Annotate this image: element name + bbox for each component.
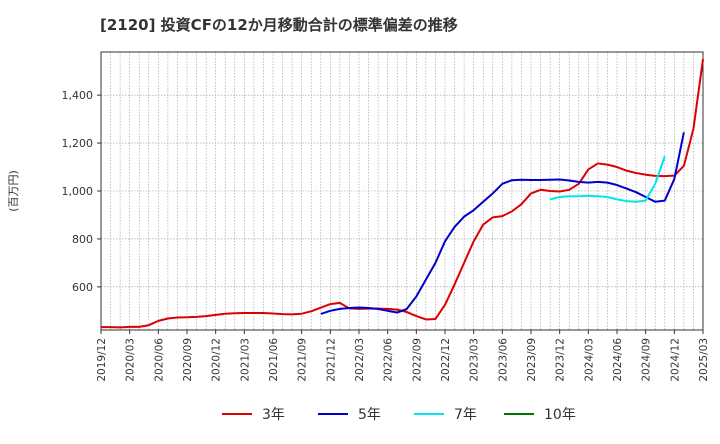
x-tick-label: 2023/06: [497, 338, 509, 382]
x-tick-label: 2025/03: [698, 338, 710, 382]
series-line-3: [549, 155, 666, 203]
y-tick-label: 800: [72, 233, 93, 246]
x-tick-label: 2021/03: [239, 338, 251, 382]
x-tick-label: 2023/12: [555, 338, 567, 382]
x-tick-label: 2022/09: [411, 338, 423, 382]
x-tick-label: 2020/06: [153, 338, 165, 382]
x-tick-label: 2022/06: [383, 338, 395, 382]
series-line-2: [320, 132, 685, 315]
y-tick-label: 1,400: [62, 89, 94, 102]
legend-label-2: 5年: [358, 407, 381, 423]
y-tick-label: 600: [72, 281, 93, 294]
x-tick-label: 2022/12: [440, 338, 452, 382]
x-tick-label: 2021/09: [297, 338, 309, 382]
series-lines: [101, 59, 704, 329]
chart-title: [2120] 投資CFの12か月移動合計の標準偏差の推移: [100, 16, 458, 34]
y-tick-label: 1,000: [62, 185, 94, 198]
axes: 600 800 1,000 1,200 1,400 2019/12 2020/03 2020/…: [62, 51, 710, 382]
x-tick-label: 2024/09: [641, 338, 653, 382]
x-tick-label: 2020/03: [125, 338, 137, 382]
x-tick-label: 2019/12: [96, 338, 108, 382]
x-tick-label: 2023/03: [469, 338, 481, 382]
legend-label-3: 7年: [454, 407, 477, 423]
x-tick-label: 2024/06: [612, 338, 624, 382]
x-tick-label: 2024/03: [583, 338, 595, 382]
legend-label-1: 3年: [262, 407, 285, 423]
grid: [101, 52, 703, 330]
y-axis-label: (百万円): [7, 170, 20, 212]
x-tick-label: 2020/09: [182, 338, 194, 382]
x-tick-label: 2021/12: [325, 338, 337, 382]
x-tick-label: 2023/09: [526, 338, 538, 382]
y-tick-label: 1,200: [62, 137, 94, 150]
x-tick-label: 2020/12: [211, 338, 223, 382]
x-tick-label: 2022/03: [354, 338, 366, 382]
x-tick-label: 2021/06: [268, 338, 280, 382]
x-tick-label: 2024/12: [669, 338, 681, 382]
legend: 3年 5年 7年 10年: [222, 407, 576, 423]
legend-label-4: 10年: [544, 407, 576, 423]
